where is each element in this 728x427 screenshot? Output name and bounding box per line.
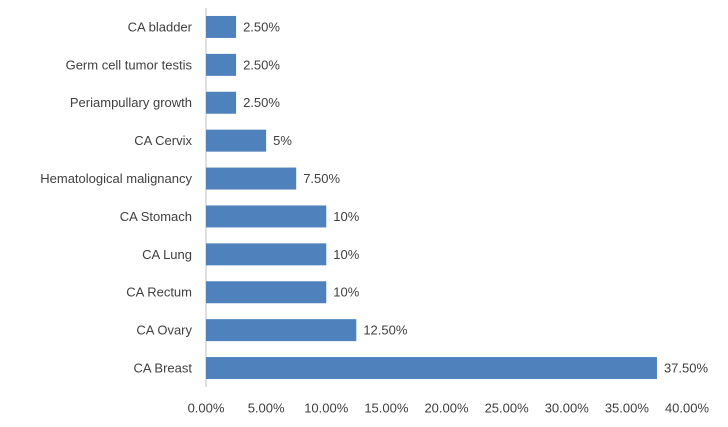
bar xyxy=(206,15,237,38)
data-label: 2.50% xyxy=(243,95,280,110)
data-label: 5% xyxy=(273,133,292,148)
y-tick-label: Germ cell tumor testis xyxy=(66,57,193,72)
y-tick-label: CA Stomach xyxy=(120,209,192,224)
y-tick-label: CA Cervix xyxy=(134,133,192,148)
y-tick-label: CA Lung xyxy=(142,247,192,262)
data-label: 12.50% xyxy=(363,323,408,338)
data-label: 10% xyxy=(333,285,359,300)
x-tick-label: 10.00% xyxy=(304,400,349,415)
bar xyxy=(206,281,327,304)
x-tick-label: 40.00% xyxy=(665,400,710,415)
bar xyxy=(206,53,237,76)
x-tick-label: 25.00% xyxy=(485,400,530,415)
bar xyxy=(206,319,357,342)
bar xyxy=(206,167,297,190)
bar xyxy=(206,129,267,152)
y-tick-label: CA Ovary xyxy=(136,323,192,338)
data-label: 2.50% xyxy=(243,19,280,34)
y-tick-label: CA Breast xyxy=(133,360,192,375)
x-tick-label: 35.00% xyxy=(605,400,650,415)
x-tick-label: 5.00% xyxy=(248,400,285,415)
y-tick-label: Hematological malignancy xyxy=(40,171,192,186)
bar xyxy=(206,205,327,228)
x-tick-label: 0.00% xyxy=(188,400,225,415)
bar xyxy=(206,243,327,266)
bar xyxy=(206,91,237,114)
bar xyxy=(206,357,657,380)
y-tick-label: Periampullary growth xyxy=(70,95,192,110)
data-label: 7.50% xyxy=(303,171,340,186)
x-tick-label: 20.00% xyxy=(424,400,469,415)
x-tick-label: 30.00% xyxy=(545,400,590,415)
data-label: 10% xyxy=(333,209,359,224)
data-label: 37.50% xyxy=(664,360,709,375)
y-tick-label: CA bladder xyxy=(128,19,193,34)
data-label: 10% xyxy=(333,247,359,262)
x-tick-label: 15.00% xyxy=(364,400,409,415)
data-label: 2.50% xyxy=(243,57,280,72)
y-tick-label: CA Rectum xyxy=(126,285,192,300)
